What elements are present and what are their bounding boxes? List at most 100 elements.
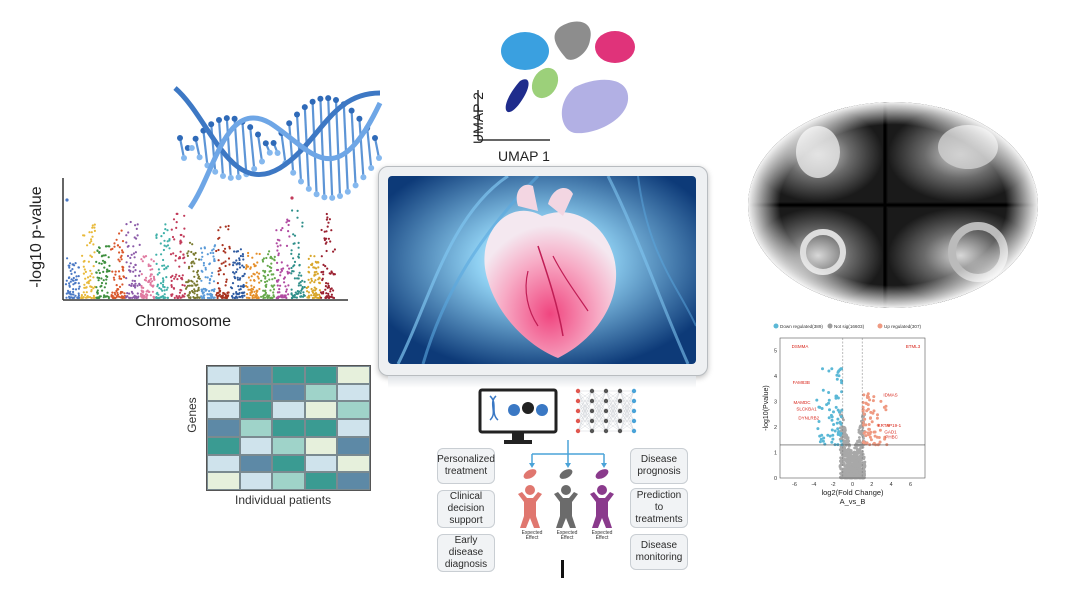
patient-figure [590,492,614,528]
manhattan-point [201,292,204,295]
manhattan-point [230,287,234,290]
manhattan-point [262,274,265,277]
manhattan-point [178,265,181,268]
volcano-point [849,452,853,456]
manhattan-point [276,249,279,252]
manhattan-point [290,249,293,252]
manhattan-point [314,289,317,292]
manhattan-point [202,261,205,265]
nn-node [603,388,609,394]
manhattan-point [271,296,274,299]
manhattan-point [329,272,332,275]
volcano-point [828,408,831,412]
manhattan-point [314,294,317,297]
manhattan-point [147,264,150,268]
manhattan-point [249,279,252,282]
manhattan-point [116,244,119,247]
manhattan-point [173,238,176,241]
manhattan-point [140,284,143,288]
manhattan-point [89,285,92,288]
manhattan-point [192,270,195,273]
volcano-point [852,462,856,465]
manhattan-point [107,256,110,259]
manhattan-point [277,278,280,282]
dna-bead [262,140,269,147]
manhattan-point [303,286,306,289]
patient-figure [554,492,578,528]
manhattan-point [104,282,108,285]
volcano-point [870,420,874,424]
volcano-point [844,454,848,457]
manhattan-point [178,295,181,298]
manhattan-point [129,256,132,259]
manhattan-point [322,273,325,276]
dna-rung [366,127,373,169]
volcano-point [836,417,840,421]
manhattan-point [313,266,316,269]
manhattan-point [267,253,270,256]
manhattan-point [123,292,126,295]
manhattan-point [68,282,71,285]
manhattan-point [193,288,196,291]
cardiac-mri-images [748,102,1038,308]
manhattan-point [201,270,204,273]
manhattan-point [121,265,124,268]
dna-bead [255,131,261,138]
manhattan-point [234,277,237,280]
manhattan-point [68,276,71,279]
workflow-branch-lines [529,440,607,468]
dna-rung [295,114,303,182]
manhattan-point [111,270,114,273]
manhattan-point [186,284,190,287]
manhattan-point [283,281,286,284]
volcano-point [878,428,882,432]
patient-figures [518,469,614,528]
manhattan-point [279,271,282,274]
volcano-point [885,443,889,447]
manhattan-point [290,196,294,200]
manhattan-point [120,254,123,257]
manhattan-point [219,226,222,229]
manhattan-point [268,294,271,297]
heatmap-cell [272,366,305,384]
manhattan-point [125,234,128,237]
manhattan-point [215,249,218,253]
manhattan-point [89,275,92,278]
manhattan-point [84,296,88,299]
volcano-point [861,415,864,419]
volcano-point [833,429,837,433]
manhattan-point [242,266,245,269]
volcano-point [844,470,847,474]
heatmap-cell [272,401,305,420]
manhattan-point [264,280,267,284]
manhattan-point [191,265,194,268]
manhattan-point [83,234,86,237]
manhattan-point [281,227,284,230]
manhattan-point [327,221,330,224]
manhattan-point [323,230,326,233]
dna-bead [317,95,324,102]
manhattan-point [82,272,85,275]
manhattan-point [280,261,283,264]
volcano-point [868,398,872,402]
volcano-point [871,399,875,403]
manhattan-point [222,261,225,264]
manhattan-point [127,296,131,299]
volcano-point [868,427,871,431]
manhattan-point [162,285,165,288]
manhattan-point [160,253,163,256]
manhattan-point [120,295,123,298]
manhattan-point [268,270,271,273]
manhattan-point [193,290,197,293]
manhattan-point [217,273,220,276]
nn-node [631,428,637,434]
manhattan-point [196,293,199,296]
volcano-point [840,457,843,461]
manhattan-point [155,253,158,256]
volcano-point [862,472,866,476]
manhattan-point [204,268,207,271]
nn-node [589,428,595,434]
manhattan-point [170,279,173,282]
manhattan-point [138,243,141,246]
manhattan-point [126,254,130,258]
